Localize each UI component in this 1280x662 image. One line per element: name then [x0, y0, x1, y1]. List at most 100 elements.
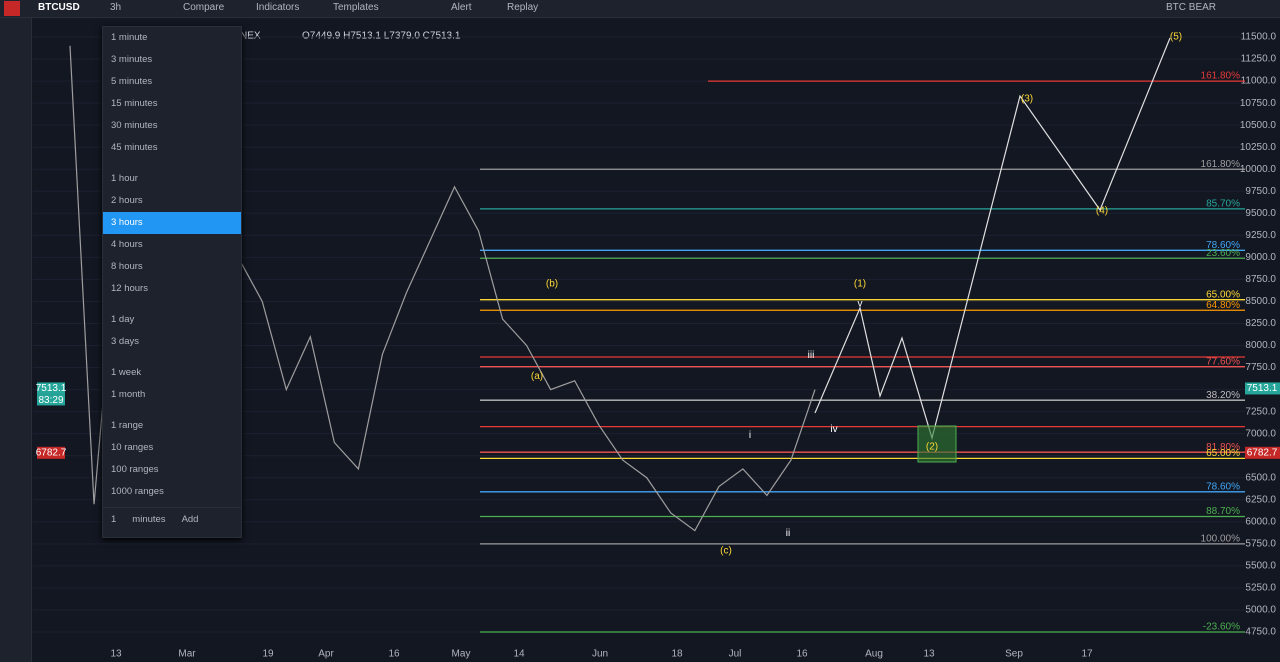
layout-name[interactable]: BTC BEAR — [1166, 2, 1217, 13]
interval-option[interactable]: 12 hours — [111, 283, 148, 294]
x-tick-label: 19 — [262, 649, 274, 660]
y-tick-label: 10000.0 — [1240, 164, 1277, 175]
target-box — [917, 425, 957, 463]
x-tick-label: Apr — [318, 649, 334, 660]
price-badge-left-label: 7513.1 — [36, 383, 67, 394]
x-tick-label: Jul — [729, 649, 742, 660]
y-tick-label: 10750.0 — [1240, 98, 1277, 109]
compare[interactable]: Compare — [183, 2, 225, 13]
x-tick-label: 14 — [513, 649, 525, 660]
x-tick-label: Sep — [1005, 649, 1023, 660]
y-tick-label: 6250.0 — [1245, 494, 1276, 505]
x-tick-label: 18 — [671, 649, 683, 660]
interval-option[interactable]: 1 day — [111, 314, 135, 325]
y-tick-label: 9000.0 — [1245, 252, 1276, 263]
drawing-toolbar — [0, 18, 32, 662]
price-badge-left — [37, 446, 65, 459]
interval-option[interactable]: 10 ranges — [111, 442, 154, 453]
interval-option[interactable]: 2 hours — [111, 195, 143, 206]
interval-option[interactable]: 3 hours — [103, 212, 241, 234]
interval-option[interactable]: 1 hour — [111, 173, 138, 184]
interval[interactable]: 3h — [110, 2, 122, 13]
wave-label: (5) — [1170, 32, 1182, 43]
price-badge-left — [37, 382, 65, 395]
wave-label: iii — [808, 350, 815, 361]
interval-option[interactable]: 1 minute — [111, 32, 148, 43]
interval-option[interactable]: 3 minutes — [111, 54, 153, 65]
interval-option[interactable]: 1 month — [111, 389, 146, 400]
y-tick-label: 9250.0 — [1245, 230, 1276, 241]
interval-option[interactable]: 8 hours — [111, 261, 143, 272]
fib-label: 64.80% — [1206, 300, 1240, 311]
alert[interactable]: Alert — [451, 2, 472, 13]
interval-option[interactable]: 100 ranges — [111, 464, 159, 475]
ohlc: O7449.9 H7513.1 L7379.0 C7513.1 — [302, 31, 461, 42]
templates[interactable]: Templates — [333, 2, 379, 13]
wave-label: ii — [786, 528, 790, 539]
fib-label: 38.20% — [1206, 390, 1240, 401]
fib-label: 65.00% — [1206, 448, 1240, 459]
fib-label: 78.60% — [1206, 240, 1240, 251]
x-tick-label: 17 — [1081, 649, 1093, 660]
top-toolbar: BTCUSD 3h Compare Indicators Templates A… — [0, 0, 1280, 18]
y-tick-label: 5750.0 — [1245, 538, 1276, 549]
interval-option[interactable]: 1 week — [111, 367, 142, 378]
y-tick-label: 8250.0 — [1245, 318, 1276, 329]
indicators[interactable]: Indicators — [256, 2, 300, 13]
custom-unit[interactable]: minutes — [132, 514, 166, 525]
y-tick-label: 8500.0 — [1245, 296, 1276, 307]
add-button[interactable]: Add — [181, 514, 199, 525]
fib-label: 77.60% — [1206, 356, 1240, 367]
fib-label: 88.70% — [1206, 506, 1240, 517]
x-tick-label: Mar — [178, 649, 196, 660]
projection — [814, 37, 1171, 441]
x-tick-label: Aug — [865, 649, 883, 660]
custom-value[interactable]: 1 — [111, 514, 117, 525]
interval-option[interactable]: 30 minutes — [111, 120, 158, 131]
y-tick-label: 4750.0 — [1245, 627, 1276, 638]
y-tick-label: 7250.0 — [1245, 406, 1276, 417]
replay[interactable]: Replay — [507, 2, 539, 13]
x-tick-label: 16 — [796, 649, 808, 660]
y-tick-label: 6500.0 — [1245, 472, 1276, 483]
wave-label: v — [858, 299, 863, 310]
interval-option[interactable]: 5 minutes — [111, 76, 153, 87]
y-tick-label: 7750.0 — [1245, 362, 1276, 373]
separator — [103, 353, 241, 362]
fib-label: 78.60% — [1206, 481, 1240, 492]
fib-label: 85.70% — [1206, 199, 1240, 210]
x-tick-label: 13 — [923, 649, 935, 660]
interval-option[interactable]: 15 minutes — [111, 98, 158, 109]
fib-label: 100.00% — [1201, 533, 1241, 544]
interval-option[interactable]: 3 days — [111, 336, 139, 347]
price-badge-label: 7513.1 — [1247, 383, 1278, 394]
custom-interval: 1 minutes Add — [103, 507, 241, 532]
interval-menu: 1 minute 3 minutes 5 minutes 15 minutes 30 m… — [102, 26, 242, 538]
wave-label: (c) — [720, 546, 732, 557]
price-axis — [1245, 18, 1280, 644]
y-tick-label: 7000.0 — [1245, 428, 1276, 439]
interval-option[interactable]: 45 minutes — [111, 142, 158, 153]
price-badge — [1245, 382, 1280, 395]
wave-label: (b) — [546, 278, 558, 289]
wave-label: iv — [830, 424, 837, 435]
interval-option[interactable]: 4 hours — [111, 239, 143, 250]
interval-option[interactable]: 1 range — [111, 420, 144, 431]
y-tick-label: 5000.0 — [1245, 605, 1276, 616]
wave-label: (a) — [531, 371, 543, 382]
y-tick-label: 8000.0 — [1245, 340, 1276, 351]
fib-label: 81.80% — [1206, 442, 1240, 453]
wave-label: (2) — [926, 442, 938, 453]
symbol[interactable]: BTCUSD — [38, 2, 80, 13]
logo[interactable] — [4, 1, 20, 16]
y-tick-label: 8750.0 — [1245, 274, 1276, 285]
interval-option[interactable]: 1000 ranges — [111, 486, 164, 497]
y-tick-label: 11000.0 — [1241, 76, 1277, 87]
wave-label: i — [749, 430, 751, 441]
fib-label: 65.00% — [1206, 289, 1240, 300]
separator — [103, 159, 241, 168]
x-tick-label: Jun — [592, 649, 608, 660]
separator — [103, 300, 241, 309]
fib-label: -23.60% — [1203, 622, 1240, 633]
